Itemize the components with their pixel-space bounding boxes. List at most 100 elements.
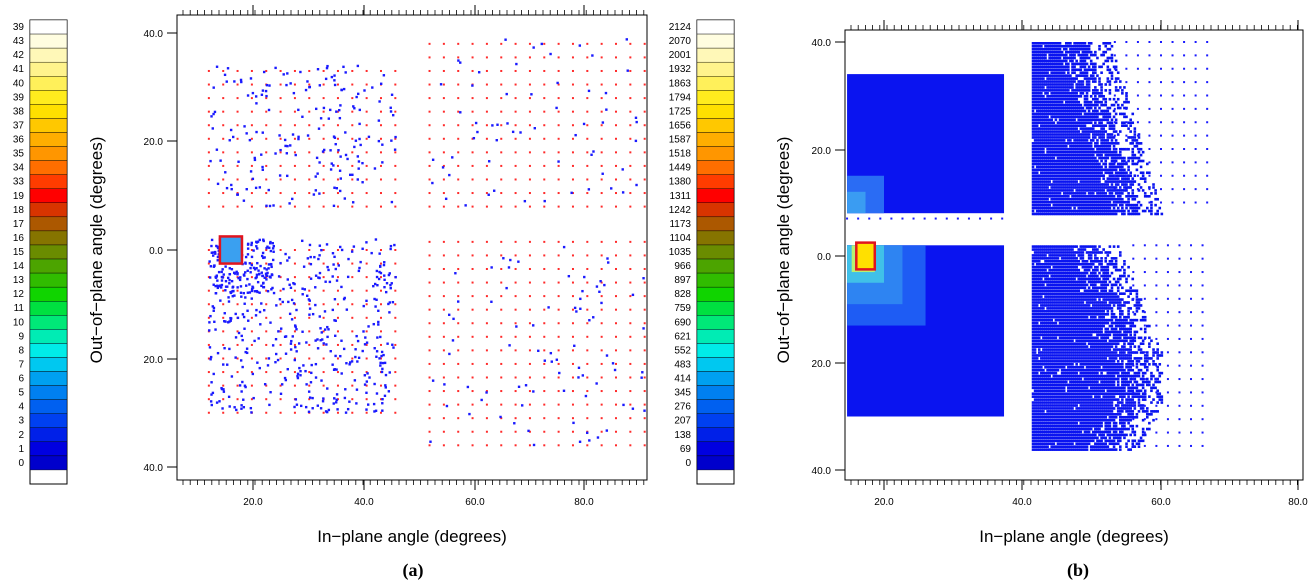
sampled-point <box>309 381 313 384</box>
heat-pixel <box>1033 162 1037 166</box>
heat-pixel <box>1075 147 1078 151</box>
heat-pixel <box>1087 65 1091 69</box>
highlight-box <box>855 241 877 271</box>
sampled-point <box>381 402 384 405</box>
heat-pixel <box>1035 100 1039 104</box>
heat-pixel <box>1052 50 1056 54</box>
heat-pixel <box>1042 280 1045 284</box>
heat-pixel <box>1075 130 1078 133</box>
heat-pixel <box>1046 68 1049 72</box>
grid-point <box>629 322 632 325</box>
grid-point <box>500 56 503 59</box>
heat-pixel <box>1089 192 1093 195</box>
heat-pixel <box>1079 186 1083 189</box>
heat-pixel <box>1108 56 1112 60</box>
heat-pixel <box>1087 136 1091 139</box>
heat-pixel <box>1037 206 1041 210</box>
grid-point <box>279 316 282 319</box>
heat-pixel <box>1087 142 1091 145</box>
colorbar-label: 12 <box>13 289 25 300</box>
sampled-point <box>237 331 241 335</box>
grid-point <box>222 411 225 414</box>
heat-pixel <box>1050 80 1054 83</box>
grid-point <box>500 267 503 270</box>
heat-pixel <box>1064 254 1068 257</box>
heat-pixel <box>1085 53 1089 57</box>
heat-pixel <box>1108 192 1112 195</box>
heat-pixel <box>1096 248 1099 251</box>
heat-pixel <box>1054 206 1058 210</box>
grid-point <box>442 403 445 406</box>
sampled-point <box>216 351 220 355</box>
heat-pixel <box>1077 139 1081 142</box>
grid-point <box>351 124 354 127</box>
heat-pixel <box>1104 197 1108 201</box>
heat-pixel <box>1096 159 1099 163</box>
heat-pixel <box>1125 162 1128 166</box>
heat-pixel <box>1042 174 1045 178</box>
heat-pixel <box>1104 44 1108 48</box>
grid-point <box>643 254 646 257</box>
heat-pixel <box>1062 183 1066 186</box>
grid-point <box>471 322 474 325</box>
heat-pixel <box>1106 121 1110 125</box>
sampled-point <box>318 244 322 247</box>
sampled-point <box>215 65 219 68</box>
heat-pixel <box>1091 245 1095 248</box>
heat-pixel <box>1114 118 1118 122</box>
sampled-point <box>333 186 336 189</box>
heat-pixel <box>1071 109 1074 113</box>
heat-pixel <box>1077 177 1081 180</box>
heat-pixel <box>1062 139 1066 142</box>
heat-pixel <box>1037 130 1041 133</box>
heat-pixel <box>1060 177 1064 180</box>
heat-pixel <box>1056 44 1060 48</box>
colorbar-swatch <box>696 301 735 316</box>
heat-pixel <box>1031 115 1035 119</box>
heat-pixel <box>1031 206 1035 210</box>
heat-pixel <box>1079 147 1083 151</box>
heat-pixel <box>1089 265 1093 269</box>
heat-pixel <box>1121 197 1124 201</box>
heat-pixel <box>1056 83 1060 86</box>
heat-pixel <box>1052 245 1056 248</box>
grid-point <box>485 308 488 311</box>
grid-point <box>514 240 517 243</box>
heat-pixel <box>1110 136 1114 139</box>
grid-dot <box>990 217 993 220</box>
heat-pixel <box>1042 203 1045 207</box>
heat-pixel <box>1079 133 1083 136</box>
heat-pixel <box>1083 53 1087 57</box>
grid-point <box>222 384 225 387</box>
heat-pixel <box>1123 147 1126 151</box>
heat-pixel <box>1071 257 1074 260</box>
heat-pixel <box>1060 212 1064 216</box>
heat-pixel <box>1060 203 1064 207</box>
heat-pixel <box>1052 56 1056 60</box>
heat-pixel <box>1037 174 1041 178</box>
sampled-point <box>255 247 259 250</box>
heat-pixel <box>1102 127 1105 130</box>
heat-pixel <box>1048 147 1051 151</box>
heat-pixel <box>1106 139 1110 142</box>
heat-pixel <box>1085 139 1089 142</box>
heat-pixel <box>1094 268 1097 272</box>
sampled-point <box>379 364 382 367</box>
sampled-point <box>372 402 376 406</box>
heat-pixel <box>1035 192 1039 195</box>
sampled-point <box>258 291 261 294</box>
heat-pixel <box>1048 44 1051 48</box>
heat-pixel <box>1116 165 1120 169</box>
heat-pixel <box>1071 283 1074 287</box>
heat-pixel <box>1067 203 1070 207</box>
heat-pixel <box>1108 245 1112 248</box>
heat-pixel <box>1042 206 1045 210</box>
heat-pixel <box>1087 180 1091 183</box>
heat-pixel <box>1123 200 1126 204</box>
sampled-point <box>587 89 591 93</box>
heat-pixel <box>1083 42 1087 45</box>
heat-pixel <box>1042 136 1045 139</box>
heat-pixel <box>1040 109 1043 113</box>
sampled-point <box>343 296 346 300</box>
heat-pixel <box>1046 212 1049 216</box>
